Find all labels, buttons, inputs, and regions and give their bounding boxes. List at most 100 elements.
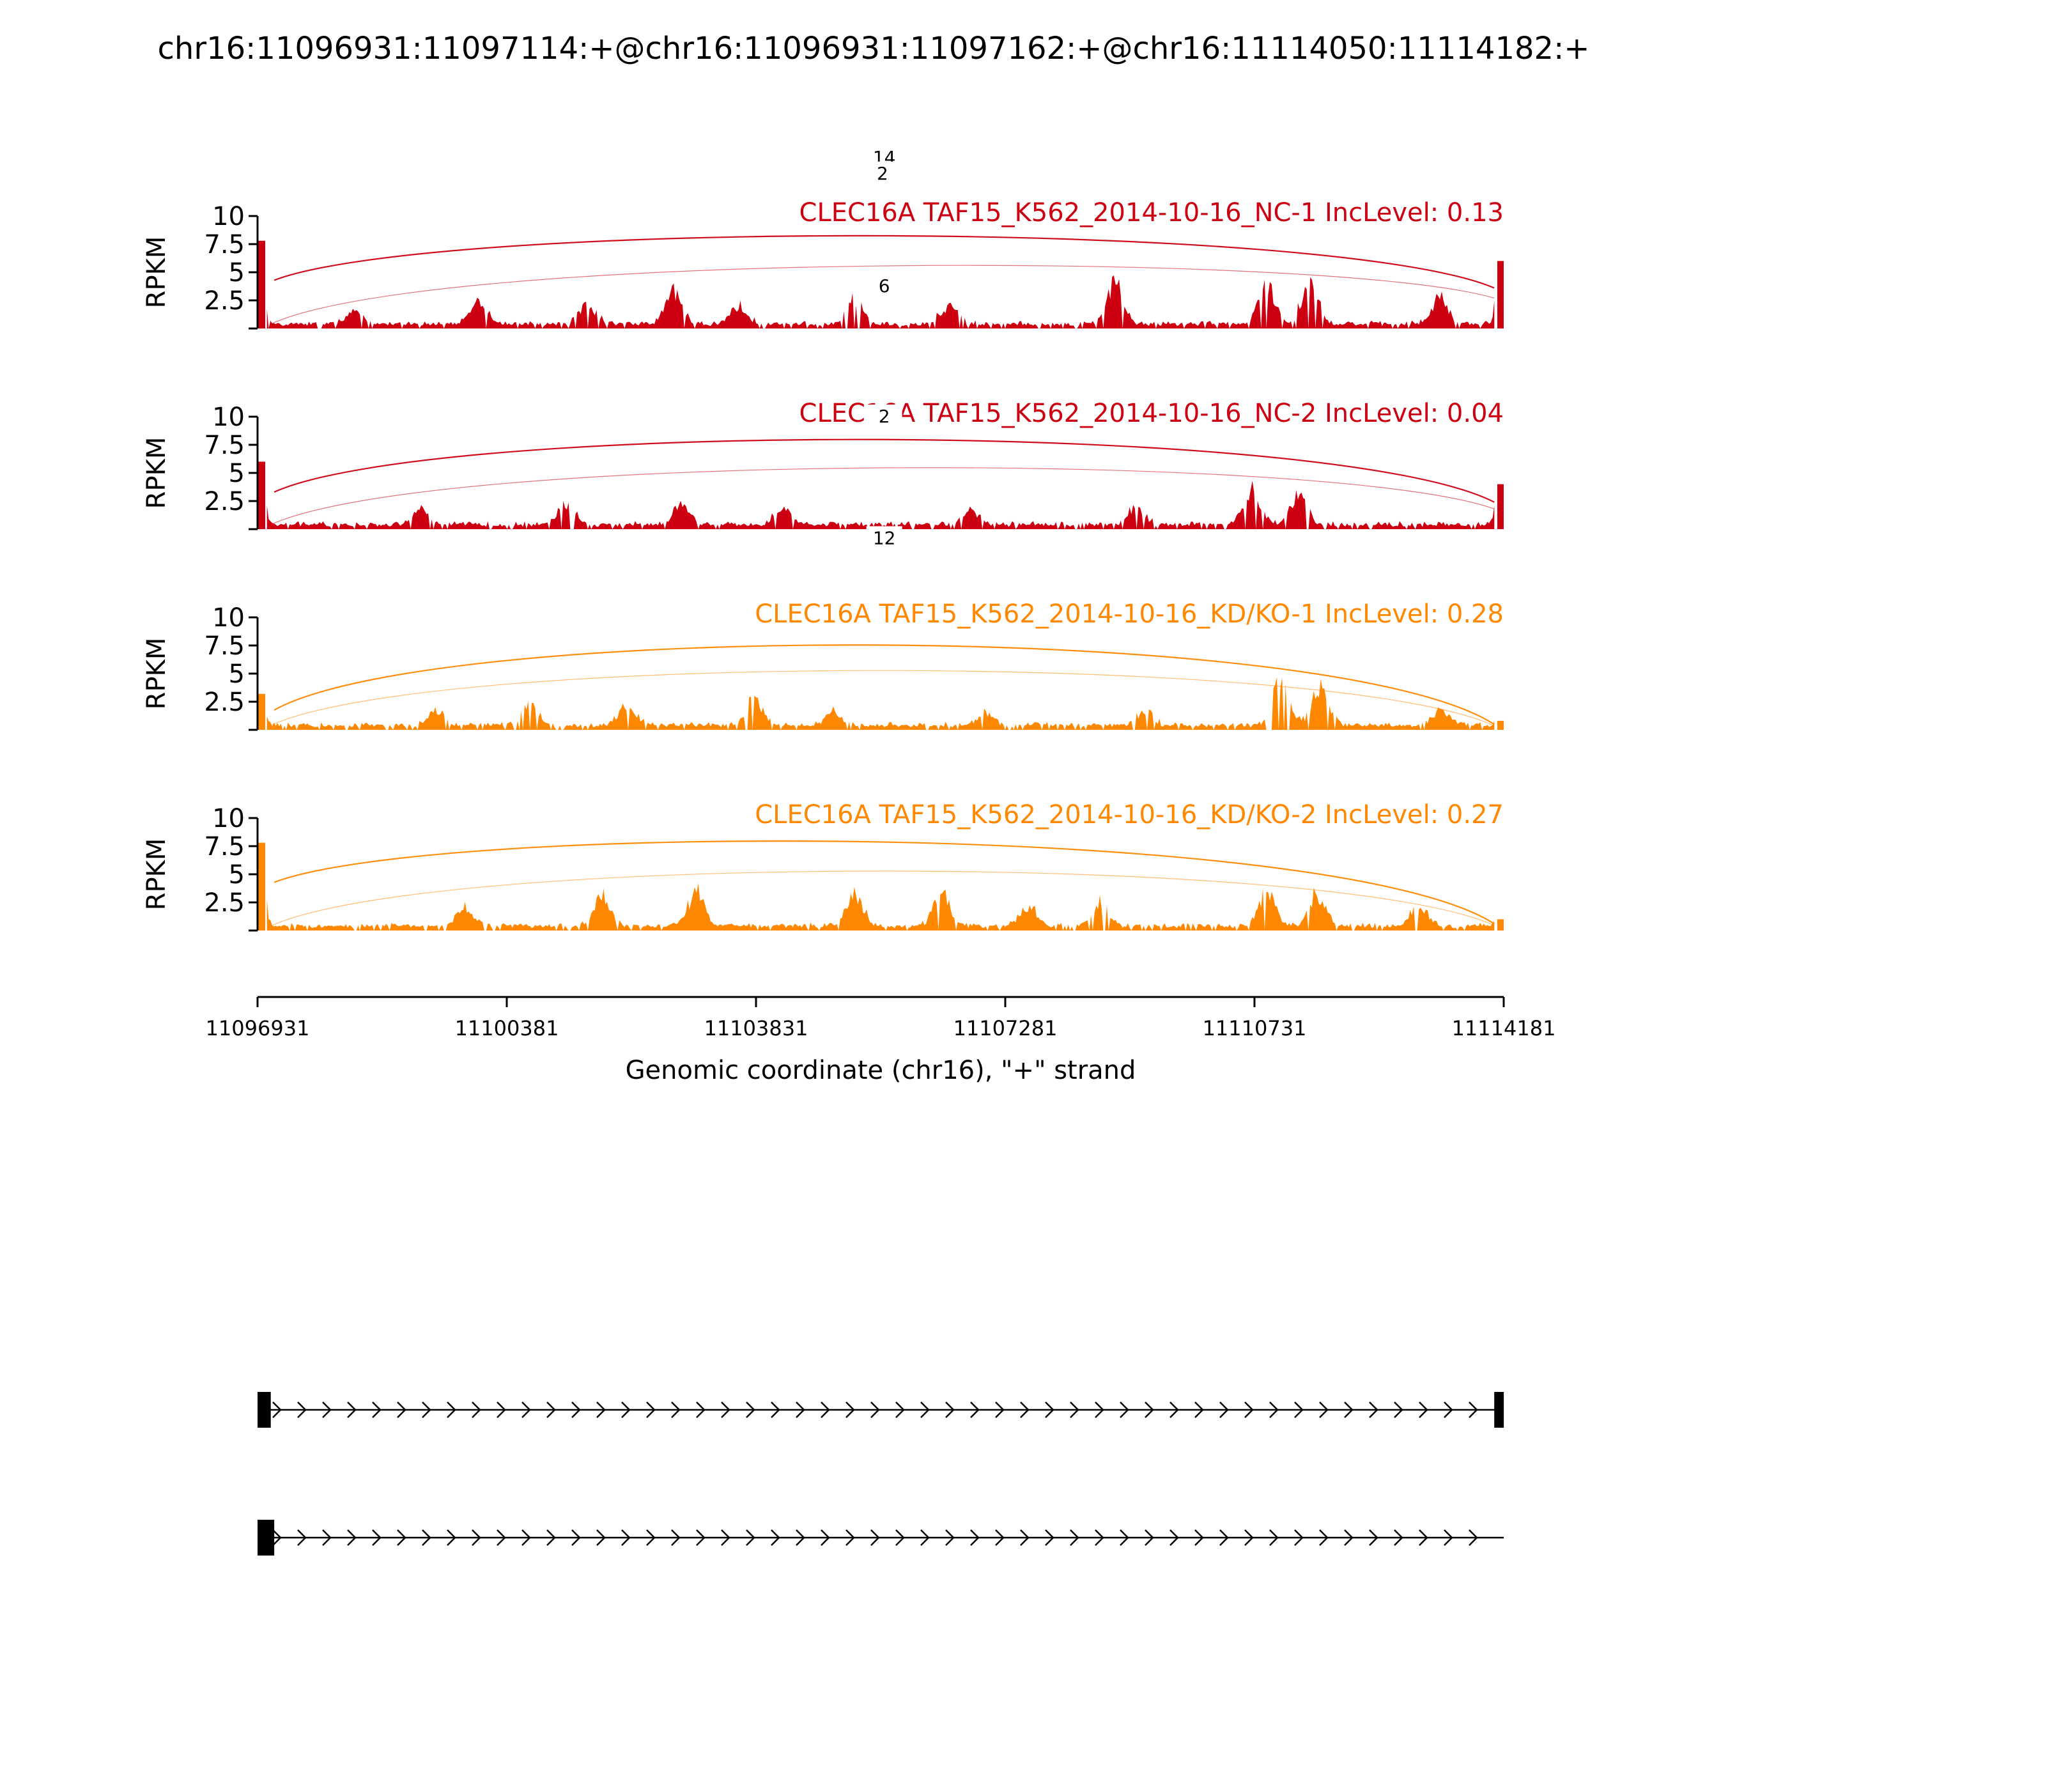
coverage-bar [1497,919,1504,931]
strand-arrow [870,1529,880,1546]
strand-arrow [1194,1529,1204,1546]
strand-arrow [272,1529,282,1546]
coverage-bar [1497,484,1504,529]
strand-arrow [596,1402,606,1418]
x-tick-label: 11100381 [455,1016,559,1040]
junction-arc [274,235,1495,289]
strand-arrow [297,1402,307,1418]
y-tick-label: 5 [229,660,245,689]
strand-arrow [1194,1402,1204,1418]
strand-arrow [821,1402,830,1418]
strand-arrow [497,1529,506,1546]
strand-arrow [646,1402,656,1418]
junction-arc [274,644,1495,725]
strand-arrow [497,1402,506,1418]
y-tick-label: 5 [229,258,245,288]
strand-arrow [1419,1402,1428,1418]
strand-arrow [397,1402,406,1418]
junction-label-box [866,404,902,428]
y-tick-label: 5 [229,459,245,488]
strand-arrow [696,1402,706,1418]
y-tick-label: 7.5 [204,230,245,259]
strand-arrow [1244,1402,1254,1418]
strand-arrow [297,1529,307,1546]
strand-arrow [1145,1402,1154,1418]
junction-label: 2 [879,406,890,427]
strand-arrow [970,1529,980,1546]
strand-arrow [1394,1402,1403,1418]
strand-arrow [845,1529,855,1546]
junction-label: 2 [877,163,888,184]
strand-arrow [422,1402,431,1418]
y-tick-label: 2.5 [204,888,245,918]
junction-arc [270,265,1495,325]
strand-arrow [746,1529,755,1546]
strand-arrow [1444,1529,1453,1546]
coverage-bar [258,842,265,931]
strand-arrow [1269,1402,1279,1418]
strand-arrow [696,1529,706,1546]
strand-arrow [1344,1529,1354,1546]
y-tick-label: 7.5 [204,431,245,460]
strand-arrow [1219,1529,1229,1546]
strand-arrow [1045,1529,1054,1546]
strand-arrow [621,1529,631,1546]
strand-arrow [1319,1402,1329,1418]
strand-arrow [1344,1402,1354,1418]
x-tick-label: 11107281 [953,1016,1058,1040]
y-tick-label: 7.5 [204,631,245,661]
strand-arrow [920,1529,930,1546]
strand-arrow [1070,1402,1079,1418]
x-tick-label: 11110731 [1203,1016,1307,1040]
strand-arrow [970,1402,980,1418]
coverage-bar [1497,261,1504,328]
strand-arrow [845,1402,855,1418]
strand-arrow [995,1402,1005,1418]
strand-arrow [1020,1529,1030,1546]
strand-arrow [1169,1402,1179,1418]
strand-arrow [546,1402,556,1418]
track-title: CLEC16A TAF15_K562_2014-10-16_NC-2 IncLe… [799,399,1504,428]
coverage-bar [1497,720,1504,730]
y-axis-label: RPKM [142,236,171,309]
strand-arrow [596,1529,606,1546]
x-axis: 11096931 11100381 11103831 11107281 11110731… [206,996,1555,1085]
strand-arrow [372,1529,382,1546]
strand-arrow [995,1529,1005,1546]
junction-label-box [866,526,902,550]
coverage-bar [258,461,265,529]
track-title: CLEC16A TAF15_K562_2014-10-16_KD/KO-1 In… [755,599,1504,629]
strand-arrow [671,1529,681,1546]
junction-arc [270,467,1495,525]
strand-arrow [796,1402,805,1418]
transcript-row [258,1392,1504,1428]
y-tick-label: 2.5 [204,487,245,516]
strand-arrow [472,1529,481,1546]
y-tick-label: 10 [212,403,245,432]
strand-arrow [721,1402,730,1418]
strand-arrow [397,1529,406,1546]
y-axis-label: RPKM [142,638,171,710]
strand-arrow [771,1529,780,1546]
coverage-area [266,481,1495,529]
exon-block [258,1520,275,1556]
strand-arrow [1020,1402,1030,1418]
strand-arrow [671,1402,681,1418]
junction-label-box [864,161,900,185]
coverage-area [266,677,1495,730]
x-tick-label: 11096931 [206,1016,310,1040]
y-tick-label: 5 [229,860,245,890]
strand-arrow [1269,1529,1279,1546]
x-axis-label: Genomic coordinate (chr16), "+" strand [626,1056,1136,1085]
strand-arrow [521,1402,531,1418]
coverage-area [266,275,1495,328]
strand-arrow [646,1529,656,1546]
y-tick-label: 7.5 [204,832,245,861]
strand-arrow [422,1529,431,1546]
strand-arrow [347,1529,357,1546]
strand-arrow [1444,1402,1453,1418]
strand-arrow [1095,1402,1104,1418]
